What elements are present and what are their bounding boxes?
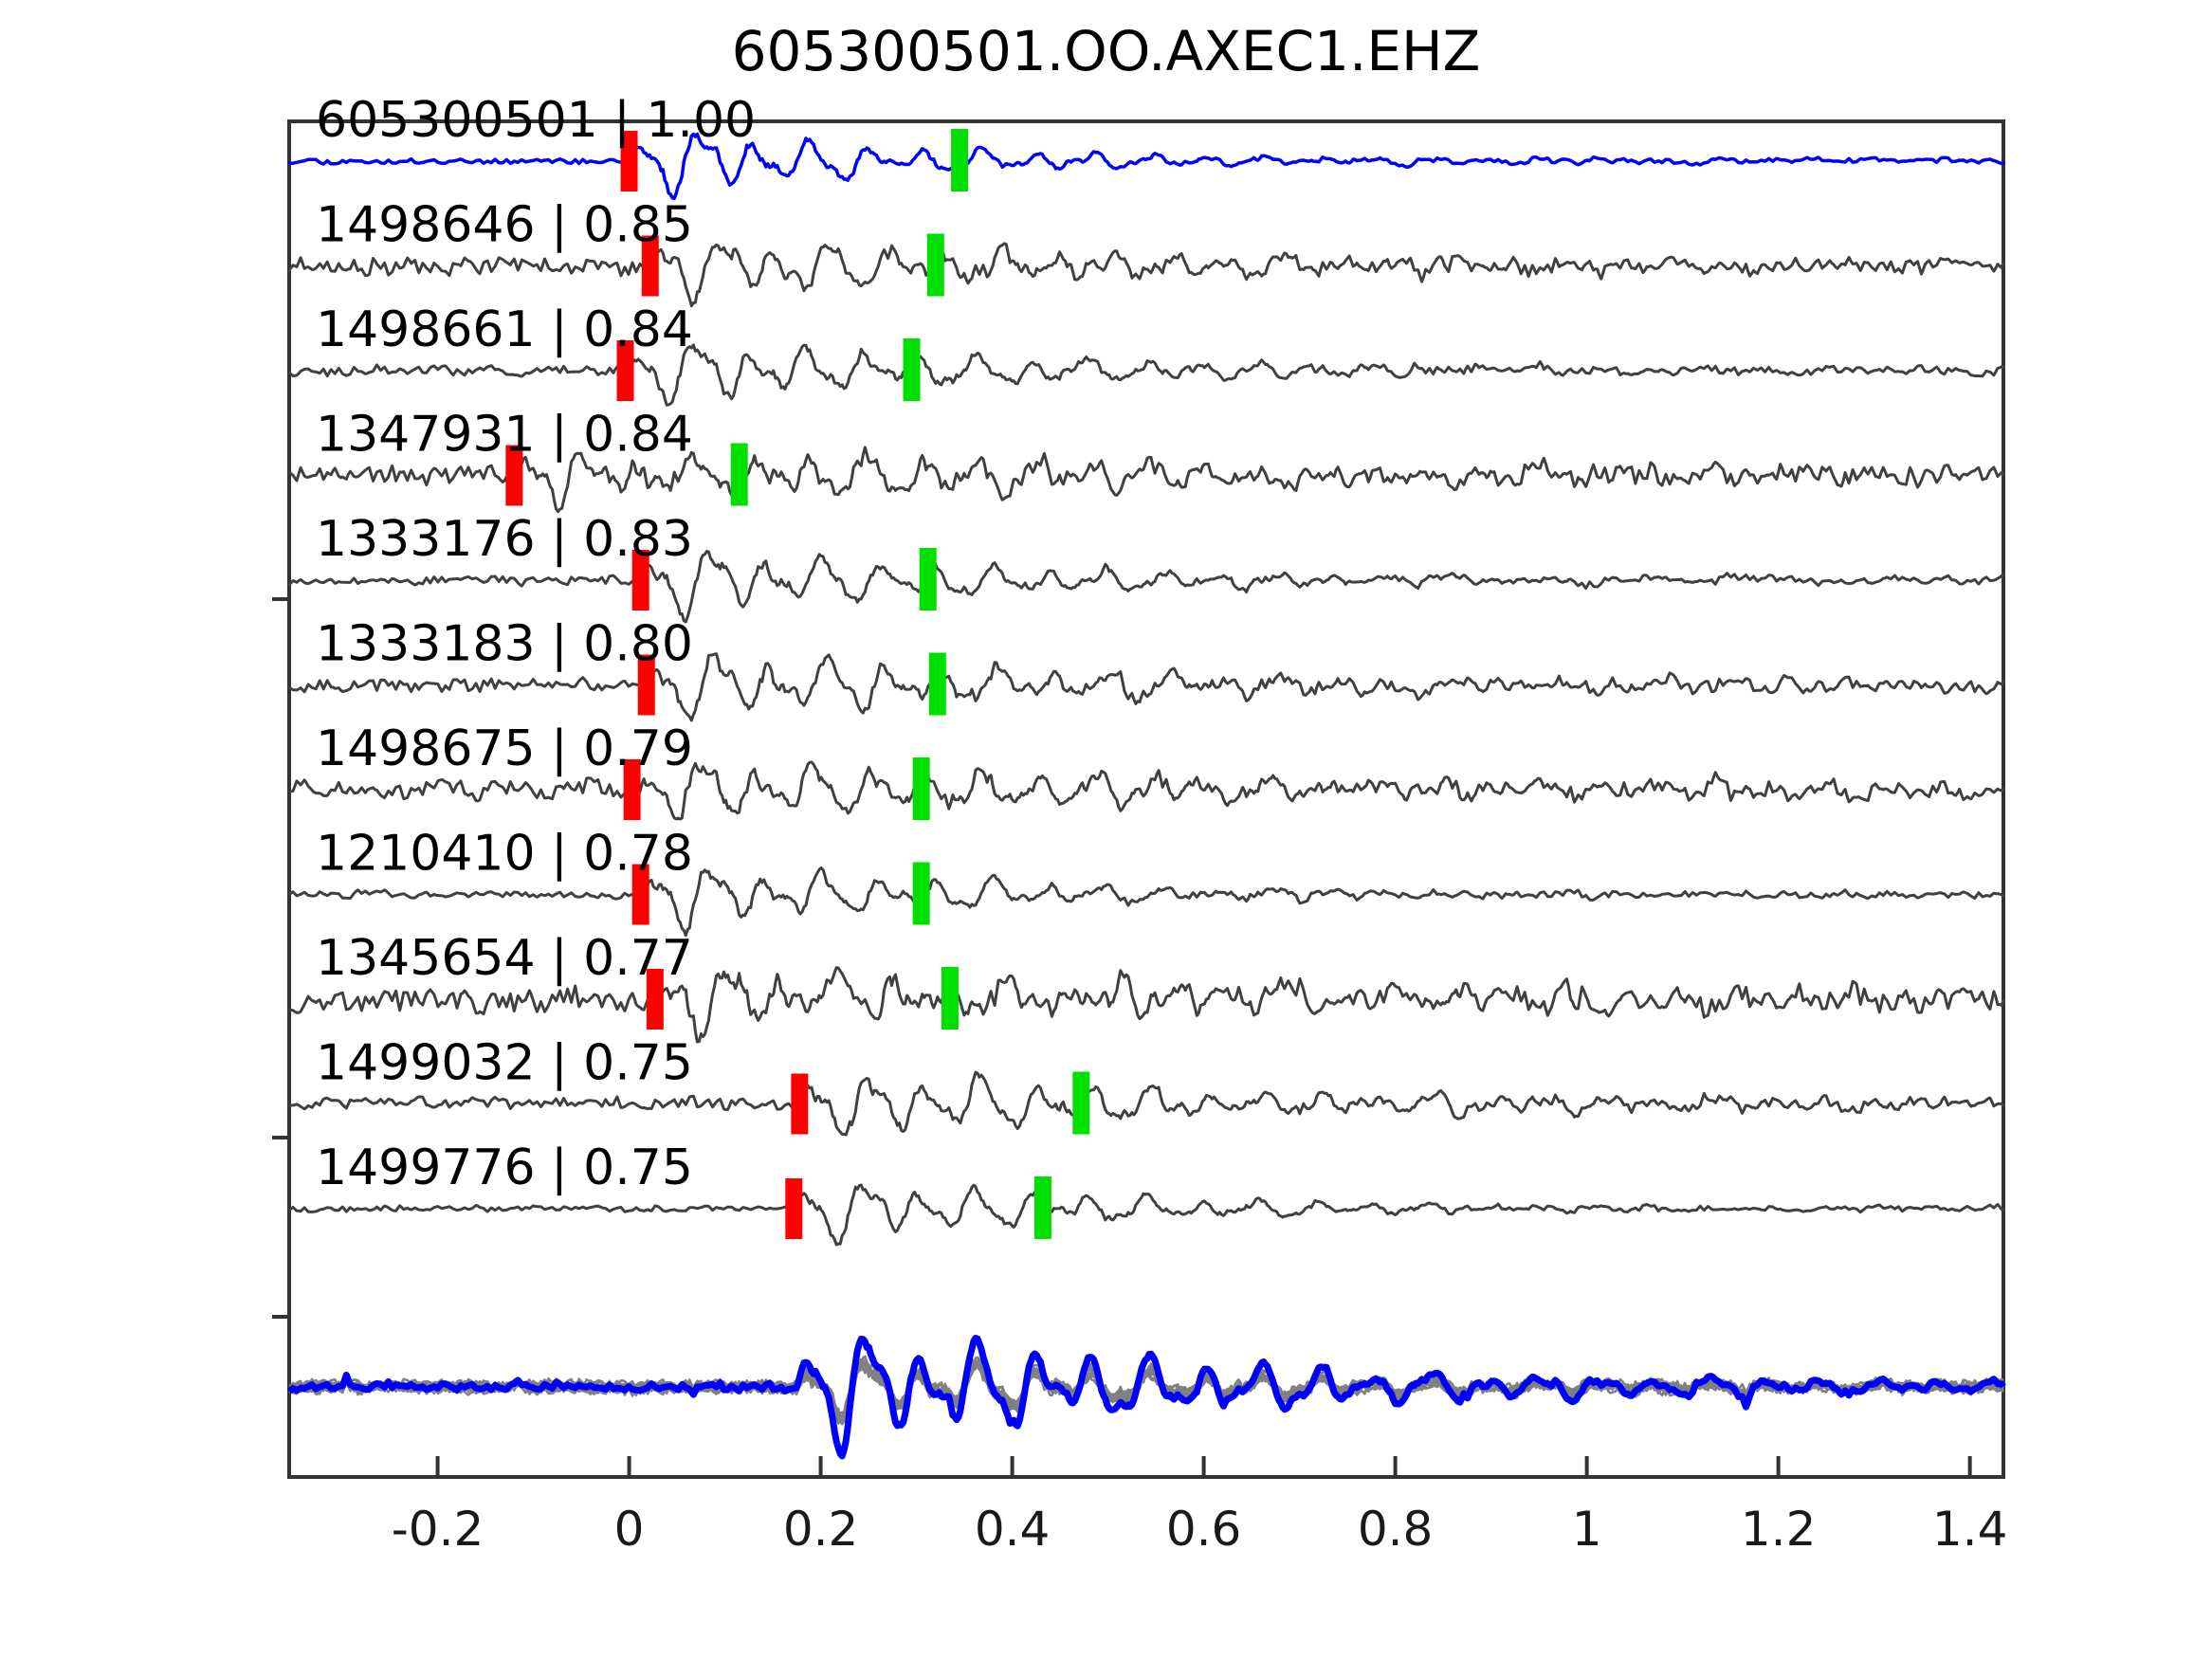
detection-waveform-trace <box>287 446 2005 514</box>
trace-label: 1498675 | 0.79 <box>316 720 693 777</box>
s-pick-marker[interactable] <box>919 548 937 611</box>
detection-waveform-trace <box>287 1070 2005 1137</box>
s-pick-marker[interactable] <box>730 443 748 506</box>
s-pick-marker[interactable] <box>903 338 921 401</box>
p-pick-marker[interactable] <box>623 759 641 820</box>
s-pick-marker[interactable] <box>912 862 930 925</box>
p-pick-marker[interactable] <box>791 1073 809 1135</box>
traces-group <box>286 132 2006 1460</box>
axes-frame <box>272 119 2005 1479</box>
stack-member-trace <box>288 1356 2004 1423</box>
p-pick-marker[interactable] <box>631 550 649 611</box>
x-tick-label: 0 <box>614 1502 645 1557</box>
x-tick-label: -0.2 <box>392 1502 484 1557</box>
x-axis-ticks: -0.2 0 0.2 0.4 0.6 0.8 1 1.2 1.4 <box>392 1456 2008 1557</box>
s-pick-marker[interactable] <box>951 129 969 191</box>
stack-mean-trace <box>286 1335 2006 1460</box>
x-tick-label: 0.4 <box>975 1502 1051 1557</box>
x-tick-label: 1 <box>1572 1502 1602 1557</box>
trace-label: 605300501 | 1.00 <box>316 92 756 149</box>
trace-label: 1498661 | 0.84 <box>316 301 693 358</box>
template-waveform-trace <box>287 132 2005 201</box>
p-pick-marker[interactable] <box>785 1178 803 1239</box>
picks-group <box>505 129 1090 1239</box>
detection-waveform-trace <box>287 652 2005 722</box>
trace-labels-group: 605300501 | 1.00 1498646 | 0.85 1498661 | … <box>316 92 756 1196</box>
s-pick-marker[interactable] <box>928 652 946 716</box>
p-pick-marker[interactable] <box>631 864 649 925</box>
s-pick-marker[interactable] <box>926 233 944 297</box>
p-pick-marker[interactable] <box>616 340 634 401</box>
x-tick-label: 0.8 <box>1358 1502 1434 1557</box>
detection-waveform-trace <box>287 1183 2005 1247</box>
x-tick-label: 1.2 <box>1741 1502 1817 1557</box>
x-tick-label: 0.2 <box>783 1502 859 1557</box>
x-tick-label: 0.6 <box>1166 1502 1242 1557</box>
p-pick-marker[interactable] <box>620 131 638 191</box>
trace-label: 1333183 | 0.80 <box>316 616 693 673</box>
p-pick-marker[interactable] <box>641 235 659 297</box>
page-title: 605300501.OO.AXEC1.EHZ <box>731 19 1481 83</box>
detection-waveform-trace <box>287 242 2005 308</box>
trace-label: 1333176 | 0.83 <box>316 511 693 568</box>
p-pick-marker[interactable] <box>646 969 664 1030</box>
s-pick-marker[interactable] <box>1072 1071 1090 1135</box>
p-pick-marker[interactable] <box>505 445 523 506</box>
trace-label: 1499776 | 0.75 <box>316 1139 693 1196</box>
detection-waveform-trace <box>287 966 2005 1044</box>
s-pick-marker[interactable] <box>941 967 959 1030</box>
detection-waveform-trace <box>287 550 2005 624</box>
trace-label: 1498646 | 0.85 <box>316 197 693 254</box>
s-pick-marker[interactable] <box>1033 1176 1051 1239</box>
detection-waveform-trace <box>287 866 2005 938</box>
detection-waveform-trace <box>287 343 2005 407</box>
trace-label: 1347931 | 0.84 <box>316 407 693 464</box>
trace-label: 1210410 | 0.78 <box>316 826 693 883</box>
trace-label: 1499032 | 0.75 <box>316 1035 693 1092</box>
trace-label: 1345654 | 0.77 <box>316 930 693 987</box>
detection-waveform-trace <box>287 760 2005 821</box>
p-pick-marker[interactable] <box>637 654 655 716</box>
s-pick-marker[interactable] <box>912 757 930 820</box>
x-tick-label: 1.4 <box>1932 1502 2008 1557</box>
